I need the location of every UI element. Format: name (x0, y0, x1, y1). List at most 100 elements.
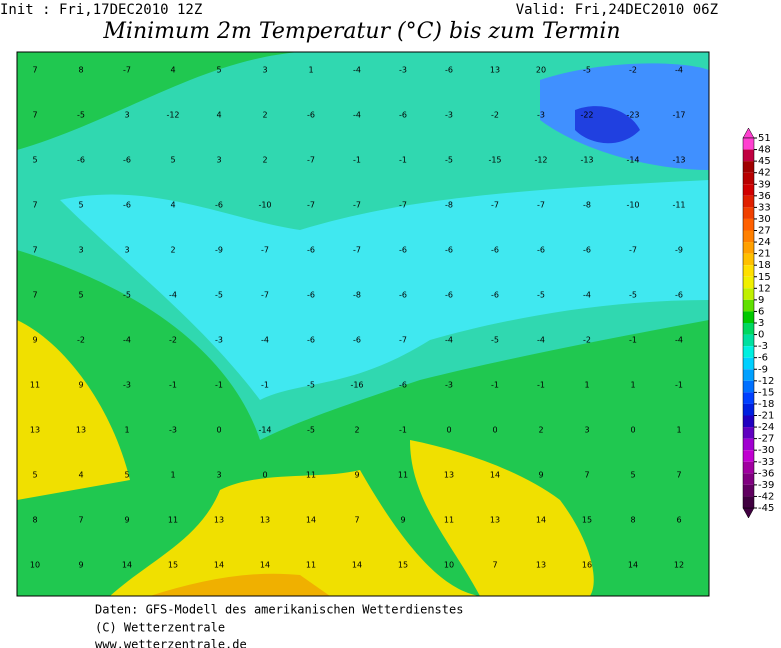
grid-value: -6 (307, 336, 315, 345)
grid-value: 3 (216, 156, 221, 165)
colorbar-bin (743, 369, 754, 381)
grid-value: 11 (398, 471, 408, 480)
colorbar-bin (743, 496, 754, 508)
grid-value: 15 (582, 516, 592, 525)
grid-value: -7 (123, 66, 131, 75)
grid-value: -7 (491, 201, 499, 210)
grid-value: -2 (629, 66, 637, 75)
grid-value: -10 (626, 201, 639, 210)
grid-value: 7 (32, 111, 37, 120)
colorbar-bin (743, 207, 754, 219)
colorbar-bin (743, 218, 754, 231)
grid-value: -6 (215, 201, 223, 210)
colorbar-label: 42 (758, 168, 771, 179)
grid-value: 9 (124, 516, 129, 525)
map-frame (16, 51, 710, 597)
grid-value: 11 (30, 381, 40, 390)
colorbar-label: -6 (758, 353, 768, 364)
grid-value: -1 (399, 426, 407, 435)
valid-time: Valid: Fri,24DEC2010 06Z (516, 2, 718, 18)
grid-value: 1 (584, 381, 589, 390)
grid-value: 7 (78, 516, 83, 525)
grid-value: -2 (169, 336, 177, 345)
grid-value: -5 (537, 291, 545, 300)
grid-value: 14 (306, 516, 316, 525)
grid-value: -6 (537, 246, 545, 255)
colorbar-bin (743, 311, 754, 323)
grid-value: -8 (353, 291, 361, 300)
very-cold-zone (60, 180, 709, 400)
grid-value: -16 (350, 381, 363, 390)
grid-value: 13 (490, 66, 500, 75)
grid-value: 5 (630, 471, 635, 480)
grid-value: 14 (352, 561, 362, 570)
grid-value: -6 (123, 201, 131, 210)
grid-value: -6 (399, 111, 407, 120)
grid-value: 3 (584, 426, 589, 435)
grid-value: -4 (123, 336, 131, 345)
grid-value: -4 (353, 66, 361, 75)
grid-value: 0 (216, 426, 221, 435)
grid-value: 14 (122, 561, 132, 570)
grid-value: -2 (491, 111, 499, 120)
colorbar-label: -3 (758, 341, 768, 352)
grid-value: 9 (538, 471, 543, 480)
grid-value: -7 (307, 201, 315, 210)
grid-value: -6 (445, 246, 453, 255)
grid-value: -1 (491, 381, 499, 390)
grid-value: 14 (628, 561, 638, 570)
colorbar-bin (743, 484, 754, 497)
grid-value: 7 (32, 66, 37, 75)
grid-value: 1 (308, 66, 313, 75)
grid-value: -4 (445, 336, 453, 345)
grid-value: 3 (216, 471, 221, 480)
colorbar-label: -21 (758, 411, 774, 422)
grid-value: 5 (32, 471, 37, 480)
grid-value: 0 (492, 426, 497, 435)
colorbar-bin (743, 438, 754, 451)
grid-value: 8 (32, 516, 37, 525)
grid-value: 9 (78, 561, 83, 570)
grid-value: 2 (262, 111, 267, 120)
colorbar-label: 48 (758, 145, 771, 156)
grid-value: -6 (445, 291, 453, 300)
grid-value: 13 (444, 471, 454, 480)
colorbar-bin (743, 357, 754, 370)
colorbar-cap (742, 127, 755, 139)
grid-value: -4 (261, 336, 269, 345)
grid-value: 14 (490, 471, 500, 480)
grid-value: 7 (492, 561, 497, 570)
grid-value: -6 (77, 156, 85, 165)
grid-value: 9 (354, 471, 359, 480)
colorbar-cap (742, 507, 755, 519)
grid-value: -13 (580, 156, 593, 165)
grid-value: -5 (215, 291, 223, 300)
grid-value: -4 (583, 291, 591, 300)
grid-value: -3 (123, 381, 131, 390)
grid-value: 5 (216, 66, 221, 75)
grid-value: -9 (215, 246, 223, 255)
grid-value: 1 (170, 471, 175, 480)
grid-value: -3 (537, 111, 545, 120)
grid-value: -4 (169, 291, 177, 300)
colorbar-label: 30 (758, 214, 771, 225)
grid-value: 10 (30, 561, 40, 570)
grid-value: -1 (629, 336, 637, 345)
colorbar-bin (743, 450, 754, 462)
grid-value: -6 (491, 246, 499, 255)
colorbar-label: 3 (758, 318, 764, 329)
grid-value: -2 (583, 336, 591, 345)
colorbar-label: 12 (758, 283, 771, 294)
grid-value: -7 (537, 201, 545, 210)
grid-value: 3 (124, 246, 129, 255)
grid-value: 1 (124, 426, 129, 435)
colorbar-label: 24 (758, 237, 771, 248)
grid-value: 9 (400, 516, 405, 525)
grid-value: -6 (123, 156, 131, 165)
colorbar-label: 0 (758, 330, 764, 341)
colorbar-label: -18 (758, 399, 774, 410)
grid-value: 0 (262, 471, 267, 480)
colorbar-label: -30 (758, 445, 774, 456)
grid-value: 16 (582, 561, 592, 570)
colorbar-label: -36 (758, 468, 774, 479)
